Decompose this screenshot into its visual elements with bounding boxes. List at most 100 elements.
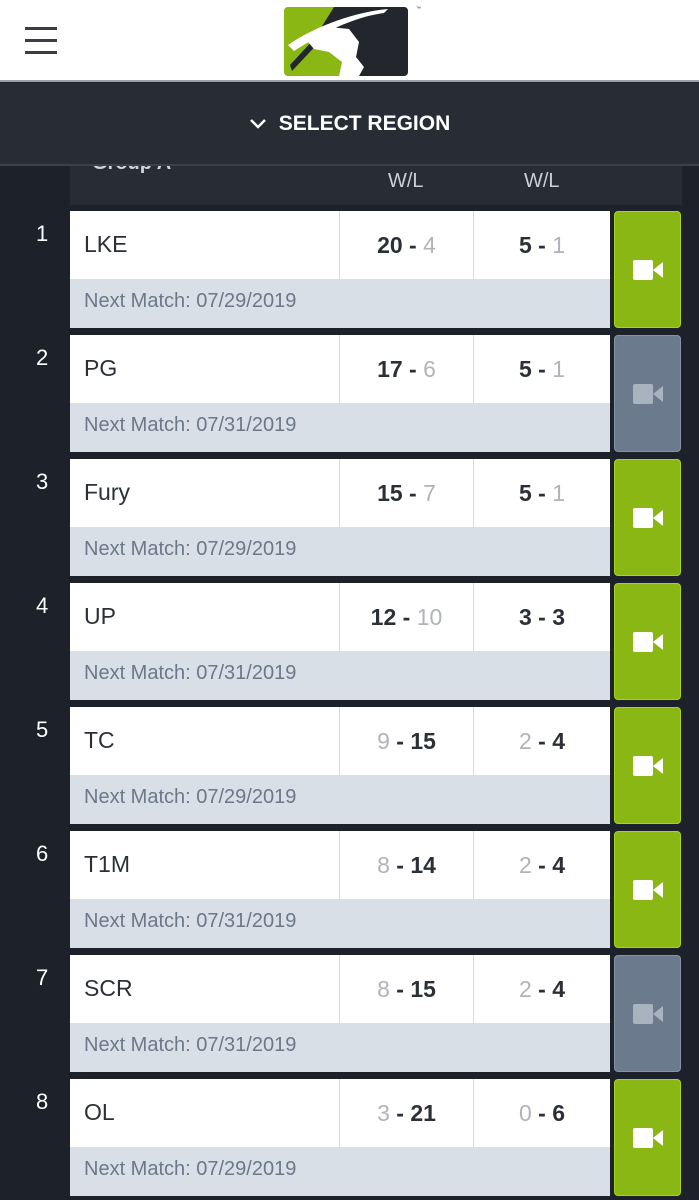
wins: 5 [518, 231, 532, 258]
watch-video-button[interactable] [614, 1079, 681, 1196]
next-match: Next Match: 07/31/2019 [84, 1034, 297, 1056]
match-record: 17 - 6 [339, 335, 473, 403]
team-name: LKE [84, 231, 128, 257]
rank: 8 [36, 1089, 49, 1114]
column-header-wl-1: W/L [388, 170, 424, 192]
wins: 2 [518, 727, 532, 754]
top-header: ™ [0, 0, 699, 82]
video-camera-icon [632, 755, 663, 776]
losses: 14 [410, 851, 436, 878]
team-name: OL [84, 1099, 115, 1125]
wins: 17 [377, 355, 403, 382]
losses: 3 [552, 603, 566, 630]
wins: 3 [377, 1099, 390, 1126]
select-region-label: SELECT REGION [278, 111, 451, 135]
league-logo[interactable] [284, 7, 408, 76]
next-match: Next Match: 07/29/2019 [84, 786, 297, 808]
rank: 7 [36, 965, 49, 990]
wins: 9 [377, 727, 390, 754]
chevron-down-icon [249, 118, 266, 129]
watch-video-button[interactable] [614, 583, 681, 700]
losses: 10 [416, 603, 443, 630]
rank: 4 [36, 593, 49, 618]
video-camera-icon [632, 1003, 663, 1024]
series-record: 0 - 6 [473, 1079, 610, 1147]
wins: 20 [377, 231, 403, 258]
video-camera-icon [632, 259, 663, 280]
trademark: ™ [416, 6, 421, 12]
select-region-button[interactable]: SELECT REGION [0, 83, 699, 166]
team-card[interactable]: TC 9 - 15 2 - 4 Next Match: 07/29/2019 [70, 707, 610, 824]
team-name: SCR [84, 975, 133, 1001]
team-name: TC [84, 727, 115, 753]
team-name: Fury [84, 479, 130, 505]
rank: 5 [36, 717, 49, 742]
video-camera-icon [632, 879, 663, 900]
rank: 2 [36, 345, 49, 370]
watch-video-button[interactable] [614, 707, 681, 824]
wins: 8 [377, 851, 390, 878]
wins: 5 [518, 479, 532, 506]
match-record: 12 - 10 [339, 583, 473, 651]
match-record: 15 - 7 [339, 459, 473, 527]
losses: 1 [552, 479, 566, 506]
losses: 4 [552, 851, 566, 878]
standings-row: 4 UP 12 - 10 3 - 3 Next Match: 07/31/201… [0, 583, 699, 701]
team-card[interactable]: LKE 20 - 4 5 - 1 Next Match: 07/29/2019 [70, 211, 610, 328]
team-card[interactable]: SCR 8 - 15 2 - 4 Next Match: 07/31/2019 [70, 955, 610, 1072]
losses: 4 [552, 975, 566, 1002]
watch-video-button[interactable] [614, 831, 681, 948]
losses: 15 [410, 727, 436, 754]
standings-row: 8 OL 3 - 21 0 - 6 Next Match: 07/29/2019 [0, 1079, 699, 1197]
rank: 3 [36, 469, 49, 494]
wins: 5 [518, 355, 532, 382]
team-card[interactable]: UP 12 - 10 3 - 3 Next Match: 07/31/2019 [70, 583, 610, 700]
match-record: 20 - 4 [339, 211, 473, 279]
standings-row: 6 T1M 8 - 14 2 - 4 Next Match: 07/31/201… [0, 831, 699, 949]
series-record: 3 - 3 [473, 583, 610, 651]
wins: 3 [518, 603, 532, 630]
series-record: 5 - 1 [473, 459, 610, 527]
team-name: PG [84, 355, 118, 381]
wins: 0 [518, 1099, 532, 1126]
wins: 12 [370, 603, 397, 630]
losses: 7 [423, 479, 436, 506]
hamburger-icon[interactable] [25, 27, 57, 55]
match-record: 9 - 15 [339, 707, 473, 775]
match-record: 3 - 21 [339, 1079, 473, 1147]
video-camera-icon [632, 1127, 663, 1148]
series-record: 2 - 4 [473, 955, 610, 1023]
standings-row: 5 TC 9 - 15 2 - 4 Next Match: 07/29/2019 [0, 707, 699, 825]
next-match: Next Match: 07/29/2019 [84, 538, 297, 560]
video-camera-icon [632, 507, 663, 528]
standings-row: 2 PG 17 - 6 5 - 1 Next Match: 07/31/2019 [0, 335, 699, 453]
team-name: UP [84, 603, 116, 629]
next-match: Next Match: 07/31/2019 [84, 414, 297, 436]
watch-video-button[interactable] [614, 955, 681, 1072]
standings-row: 1 LKE 20 - 4 5 - 1 Next Match: 07/29/201… [0, 211, 699, 329]
rank: 1 [36, 221, 49, 246]
column-header-wl-2: W/L [524, 170, 560, 192]
losses: 21 [410, 1099, 436, 1126]
losses: 4 [423, 231, 436, 258]
next-match: Next Match: 07/31/2019 [84, 662, 297, 684]
standings-row: 7 SCR 8 - 15 2 - 4 Next Match: 07/31/201… [0, 955, 699, 1073]
team-card[interactable]: PG 17 - 6 5 - 1 Next Match: 07/31/2019 [70, 335, 610, 452]
series-record: 2 - 4 [473, 707, 610, 775]
losses: 1 [552, 231, 566, 258]
series-record: 5 - 1 [473, 211, 610, 279]
watch-video-button[interactable] [614, 211, 681, 328]
losses: 15 [410, 975, 436, 1002]
team-card[interactable]: OL 3 - 21 0 - 6 Next Match: 07/29/2019 [70, 1079, 610, 1196]
team-card[interactable]: Fury 15 - 7 5 - 1 Next Match: 07/29/2019 [70, 459, 610, 576]
standings-row: 3 Fury 15 - 7 5 - 1 Next Match: 07/29/20… [0, 459, 699, 577]
team-card[interactable]: T1M 8 - 14 2 - 4 Next Match: 07/31/2019 [70, 831, 610, 948]
losses: 6 [552, 1099, 566, 1126]
wins: 15 [377, 479, 403, 506]
next-match: Next Match: 07/31/2019 [84, 910, 297, 932]
match-record: 8 - 14 [339, 831, 473, 899]
video-camera-icon [632, 631, 663, 652]
losses: 4 [552, 727, 566, 754]
watch-video-button[interactable] [614, 459, 681, 576]
watch-video-button[interactable] [614, 335, 681, 452]
